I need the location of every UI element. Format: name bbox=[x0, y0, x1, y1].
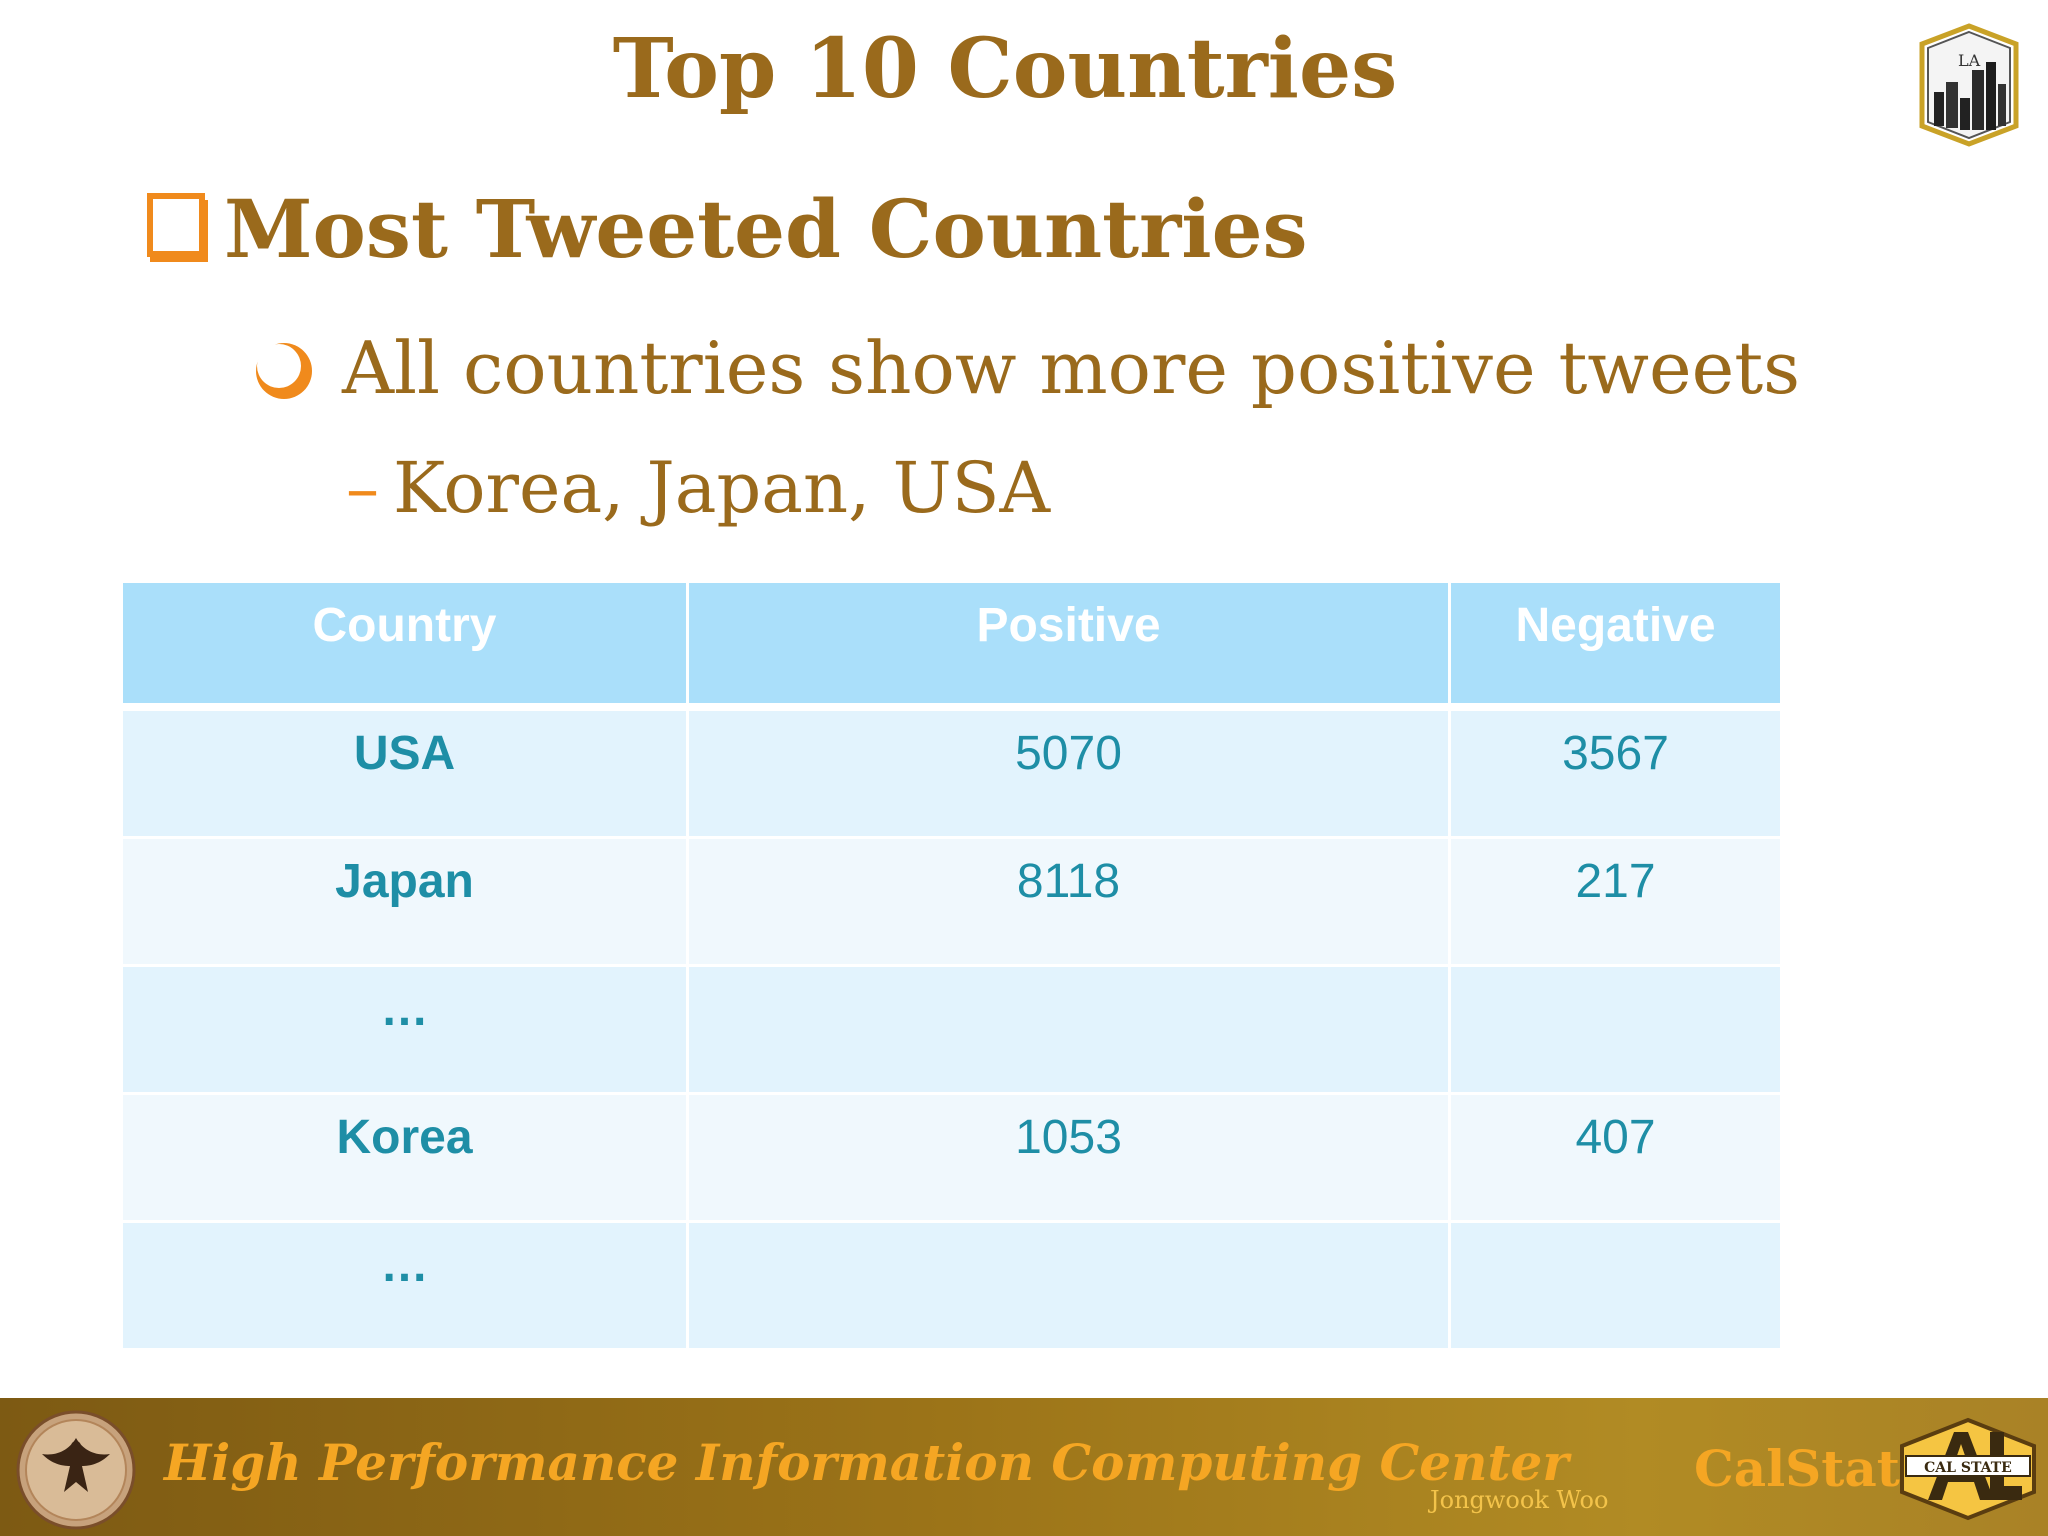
cell-country: Korea bbox=[120, 1092, 689, 1223]
circle-bullet-icon bbox=[256, 343, 312, 399]
header-positive: Positive bbox=[686, 580, 1451, 711]
bullet-level1: Most Tweeted Countries bbox=[146, 174, 1308, 284]
cell-positive: 8118 bbox=[686, 836, 1451, 967]
phoenix-seal-icon bbox=[16, 1410, 136, 1530]
cell-positive: 1053 bbox=[686, 1092, 1451, 1223]
header-negative: Negative bbox=[1448, 580, 1783, 711]
footer-author: Jongwook Woo bbox=[1430, 1486, 1609, 1514]
logo-top-text: LA bbox=[1958, 51, 1981, 70]
table-row: … bbox=[120, 1220, 1783, 1351]
cal-state-la-building-logo: LA bbox=[1919, 23, 2019, 147]
bullet-level3: – Korea, Japan, USA bbox=[346, 438, 1050, 538]
cell-country: … bbox=[120, 1220, 689, 1351]
footer-bar: High Performance Information Computing C… bbox=[0, 1398, 2048, 1536]
header-country: Country bbox=[120, 580, 689, 711]
country-tweets-table: Country Positive Negative USA 5070 3567 … bbox=[120, 580, 1783, 1351]
table-row: USA 5070 3567 bbox=[120, 705, 1783, 839]
cell-negative bbox=[1448, 964, 1783, 1095]
cell-negative: 3567 bbox=[1448, 705, 1783, 839]
table-header-row: Country Positive Negative bbox=[120, 580, 1783, 711]
cell-positive bbox=[686, 964, 1451, 1095]
cell-positive bbox=[686, 1220, 1451, 1351]
cell-positive: 5070 bbox=[686, 705, 1451, 839]
cell-country: … bbox=[120, 964, 689, 1095]
square-bullet-icon bbox=[147, 193, 208, 262]
slide-title: Top 10 Countries bbox=[612, 21, 1398, 117]
cal-state-la-logo-icon: CAL STATE bbox=[1900, 1417, 2036, 1521]
table-row: Korea 1053 407 bbox=[120, 1092, 1783, 1223]
cell-country: USA bbox=[120, 705, 689, 839]
cell-negative bbox=[1448, 1220, 1783, 1351]
footer-center-name: High Performance Information Computing C… bbox=[164, 1433, 1569, 1492]
footer-school: CalStateLA bbox=[1694, 1439, 2006, 1498]
cell-negative: 217 bbox=[1448, 836, 1783, 967]
bullet-level2: All countries show more positive tweets bbox=[246, 318, 1800, 418]
bullet-level1-text: Most Tweeted Countries bbox=[224, 182, 1308, 276]
footer-logo-text: CAL STATE bbox=[1924, 1460, 2012, 1476]
bullet-level2-text: All countries show more positive tweets bbox=[342, 326, 1801, 410]
dash-bullet: – bbox=[346, 449, 379, 527]
table-row: Japan 8118 217 bbox=[120, 836, 1783, 967]
cell-negative: 407 bbox=[1448, 1092, 1783, 1223]
cell-country: Japan bbox=[120, 836, 689, 967]
bullet-level3-text: Korea, Japan, USA bbox=[393, 447, 1051, 529]
table-row: … bbox=[120, 964, 1783, 1095]
